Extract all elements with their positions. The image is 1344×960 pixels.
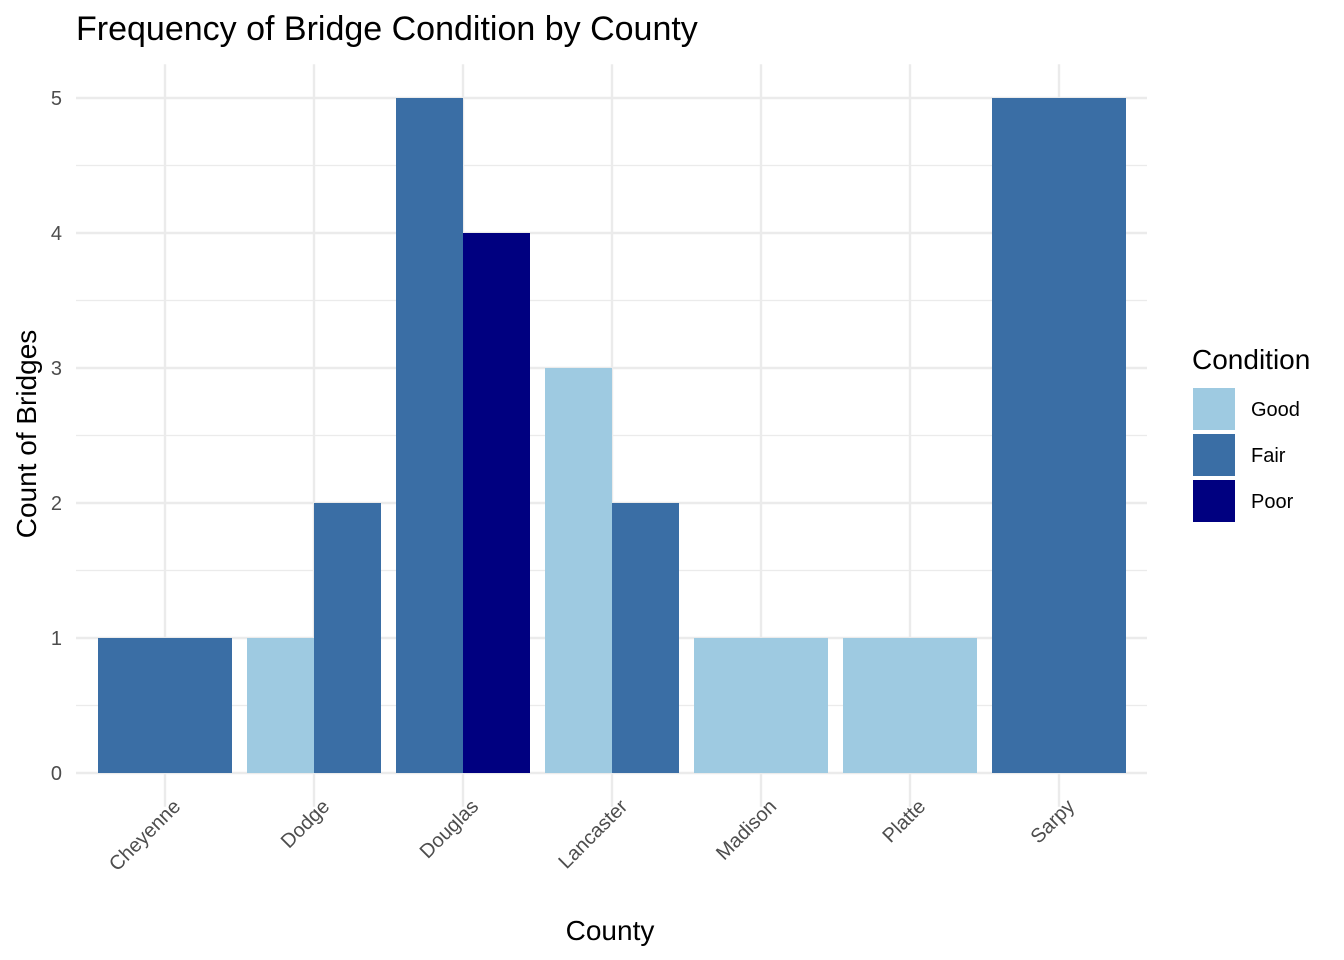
bar-cheyenne-fair (98, 638, 232, 773)
x-axis-ticks: Cheyenne Dodge Douglas Lancaster Madison Plat… (105, 795, 1079, 875)
bars (98, 98, 1126, 773)
bar-dodge-good (247, 638, 314, 773)
legend: Condition Good Fair Poor (1192, 344, 1310, 522)
legend-label: Fair (1251, 445, 1286, 467)
y-axis-title: Count of Bridges (11, 330, 42, 539)
y-axis-ticks: 0 1 2 3 4 5 (51, 88, 62, 785)
legend-key-poor (1193, 480, 1235, 522)
chart-title: Frequency of Bridge Condition by County (76, 10, 698, 48)
bar-madison-good (694, 638, 828, 773)
y-tick-label: 5 (51, 88, 62, 110)
y-tick-label: 1 (51, 628, 62, 650)
bar-douglas-poor (463, 233, 530, 773)
x-tick-label: Platte (878, 796, 930, 848)
legend-key-good (1193, 388, 1235, 430)
y-tick-label: 0 (51, 763, 62, 785)
y-tick-label: 2 (51, 493, 62, 515)
legend-key-fair (1193, 434, 1235, 476)
x-tick-label: Madison (712, 796, 781, 865)
bar-douglas-fair (396, 98, 463, 773)
x-tick-label: Douglas (416, 796, 483, 863)
bar-lancaster-fair (612, 503, 679, 773)
bar-sarpy-fair (992, 98, 1126, 773)
bar-lancaster-good (545, 368, 612, 773)
legend-title: Condition (1192, 344, 1310, 375)
x-axis-title: County (566, 915, 655, 946)
y-tick-label: 4 (51, 223, 62, 245)
x-tick-label: Lancaster (554, 795, 632, 873)
bar-dodge-fair (314, 503, 381, 773)
legend-label: Poor (1251, 491, 1294, 513)
bar-platte-good (843, 638, 977, 773)
x-tick-label: Dodge (277, 796, 334, 853)
x-tick-label: Sarpy (1027, 796, 1080, 849)
y-tick-label: 3 (51, 358, 62, 380)
legend-label: Good (1251, 399, 1300, 421)
x-tick-label: Cheyenne (105, 796, 185, 876)
